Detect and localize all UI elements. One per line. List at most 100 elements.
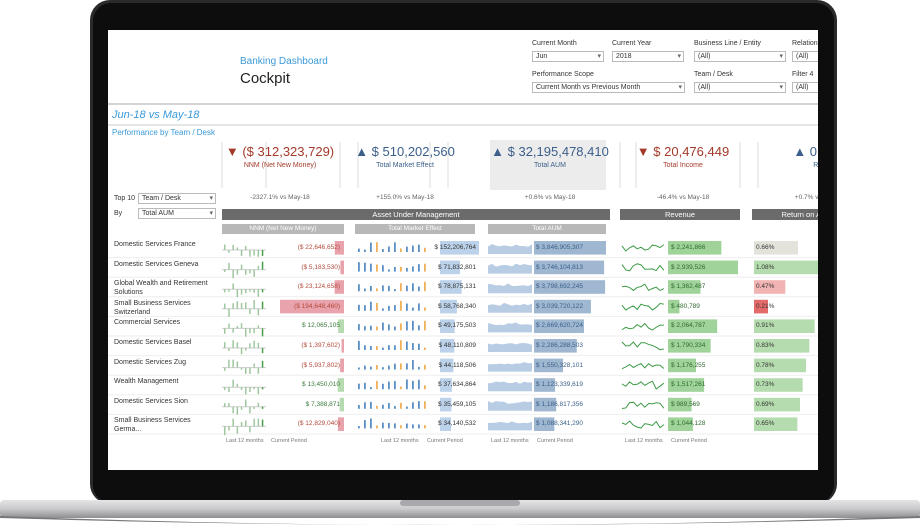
sparkline-bar bbox=[253, 289, 255, 293]
sparkline-bar bbox=[358, 284, 360, 292]
sparkline-bar bbox=[228, 308, 230, 318]
filter-dropdown[interactable]: 2018 bbox=[612, 51, 684, 62]
tme-value: $ 58,768,340 bbox=[438, 302, 476, 310]
roa-value: 1.08% bbox=[756, 263, 775, 271]
sparkline-bar bbox=[364, 365, 366, 370]
aum-bar bbox=[534, 397, 557, 412]
sparkline-bar bbox=[382, 383, 384, 390]
sparkline-bar bbox=[228, 348, 230, 351]
sparkline-bar bbox=[224, 303, 226, 309]
sparkline-bar bbox=[253, 406, 255, 409]
sparkline-bar bbox=[388, 269, 390, 272]
roa-value: 0.65% bbox=[756, 420, 775, 428]
sparkline-bar bbox=[406, 379, 408, 390]
nnm-value: ($ 194,648,460) bbox=[294, 302, 340, 310]
sparkline-bar bbox=[228, 323, 230, 329]
tme-value: $ 49,175,503 bbox=[438, 322, 476, 330]
nnm-bar bbox=[341, 339, 344, 353]
filter-dropdown[interactable]: (All) bbox=[694, 51, 786, 62]
aum-bar bbox=[534, 378, 556, 392]
sparkline-bar bbox=[394, 305, 396, 311]
nnm-bar bbox=[280, 299, 344, 314]
nnm-bar bbox=[334, 241, 344, 255]
sparkline-bar bbox=[253, 363, 255, 368]
sparkline-bar bbox=[424, 347, 426, 350]
filter-dropdown[interactable]: (All) bbox=[792, 82, 818, 93]
nnm-bar bbox=[339, 397, 344, 412]
aum-value: $ 3,846,905,307 bbox=[536, 244, 583, 251]
revenue-value: $ 1,362,487 bbox=[671, 283, 706, 291]
sparkline-bar bbox=[257, 342, 260, 348]
sparkline-bar bbox=[228, 289, 230, 292]
sparkline-bar bbox=[418, 343, 420, 350]
sparkline-bar bbox=[253, 250, 255, 256]
filter-dropdown[interactable]: (All) bbox=[694, 82, 786, 93]
sparkline-bar bbox=[236, 342, 239, 348]
filter-dropdown[interactable]: Current Month vs Previous Month bbox=[532, 82, 685, 93]
sparkline-bar bbox=[358, 324, 360, 331]
sparkline-bar bbox=[412, 283, 414, 292]
roa-value: 0.21% bbox=[756, 302, 775, 310]
sparkline-bar bbox=[240, 289, 243, 295]
row-name: Wealth Management bbox=[114, 378, 179, 386]
kpi-change: -46.4% vs May-18 bbox=[656, 194, 710, 201]
sparkline-bar bbox=[358, 262, 360, 272]
row-name: Global Wealth and Retirement Solutions bbox=[114, 280, 208, 297]
sparkline-line bbox=[621, 322, 664, 331]
sparkline-bar bbox=[394, 267, 396, 272]
sparkline-bar bbox=[249, 308, 251, 314]
sparkline-bar bbox=[236, 426, 239, 434]
sparkline-bar bbox=[232, 283, 234, 290]
sparkline-bar bbox=[376, 425, 378, 429]
tme-bar bbox=[440, 358, 454, 373]
base-shadow bbox=[0, 516, 920, 525]
sparkline-bar bbox=[245, 399, 247, 407]
roa-bar bbox=[754, 241, 798, 255]
sparkline-line bbox=[621, 244, 665, 252]
sparkline-bar bbox=[232, 328, 234, 333]
revenue-bar bbox=[668, 358, 697, 373]
sparkline-bar bbox=[406, 267, 408, 272]
revenue-bar bbox=[668, 260, 738, 275]
nnm-bar bbox=[340, 260, 344, 275]
sparkline-bar bbox=[364, 420, 366, 429]
control-dropdown[interactable]: Team / Desk bbox=[138, 193, 216, 204]
sparkline-area bbox=[488, 400, 532, 411]
sparkline-bar bbox=[394, 326, 396, 331]
sparkline-line bbox=[621, 420, 665, 429]
period-label: Jun-18 vs May-18 bbox=[112, 109, 200, 121]
roa-value: 0.73% bbox=[756, 381, 775, 389]
sparkline-bar bbox=[232, 269, 234, 279]
kpi-label: RoA bbox=[813, 162, 818, 169]
sparkline-area bbox=[488, 362, 532, 372]
sparkline-bar bbox=[257, 367, 260, 374]
roa-bar bbox=[754, 397, 800, 412]
aum-value: $ 3,746,104,813 bbox=[536, 263, 583, 271]
sparkline-bar bbox=[388, 305, 390, 311]
aum-bar bbox=[534, 358, 564, 373]
sparkline-bar bbox=[358, 383, 360, 390]
sparkline-bar bbox=[418, 424, 420, 429]
dashboard-subtitle: Banking Dashboard bbox=[240, 56, 328, 67]
filter-dropdown[interactable]: (All) bbox=[792, 51, 818, 62]
sparkline-area bbox=[488, 302, 532, 313]
filter-label: Team / Desk bbox=[694, 71, 733, 78]
nnm-value: $ 12,065,105 bbox=[302, 322, 340, 330]
footer-label: Current Period bbox=[427, 438, 463, 444]
filter-dropdown[interactable]: Jun bbox=[532, 51, 604, 62]
sparkline-bar bbox=[224, 269, 226, 272]
sparkline-bar bbox=[394, 406, 396, 409]
kpi-value: ▼ $ 20,476,449 bbox=[636, 144, 730, 159]
sparkline-bar bbox=[406, 363, 408, 370]
sparkline-bar bbox=[388, 365, 390, 370]
dashboard-title: Cockpit bbox=[240, 70, 291, 87]
sparkline-bar bbox=[400, 363, 402, 370]
sparkline-bar bbox=[249, 328, 251, 334]
dashboard-graphics bbox=[108, 103, 818, 436]
control-dropdown[interactable]: Total AUM bbox=[138, 208, 216, 219]
aum-bar bbox=[534, 339, 577, 353]
column-header: NNM (Net New Money) bbox=[222, 224, 344, 234]
sparkline-bar bbox=[249, 406, 251, 414]
roa-value: 0.66% bbox=[756, 244, 775, 251]
aum-value: $ 3,039,720,122 bbox=[536, 302, 583, 310]
